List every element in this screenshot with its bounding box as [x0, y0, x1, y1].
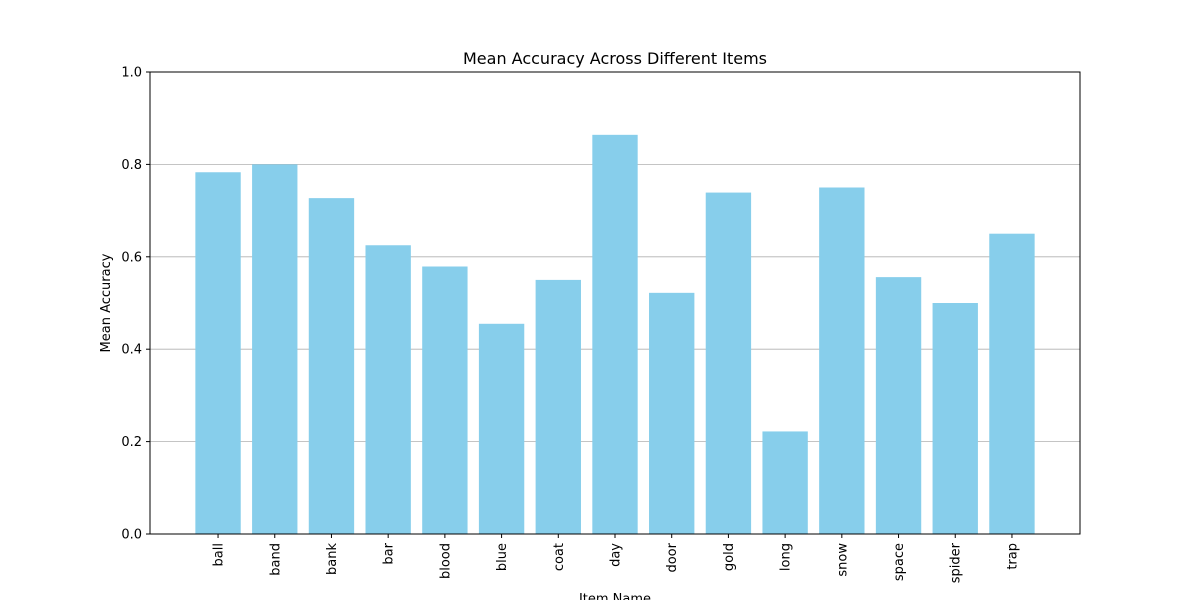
y-tick-label: 0.2 — [121, 435, 142, 450]
bar-gold — [705, 192, 752, 534]
bar-coat — [535, 279, 581, 534]
x-tick-label-band: band — [268, 543, 283, 576]
bar-snow — [819, 187, 865, 534]
x-tick-label-spider: spider — [949, 542, 964, 583]
bars — [195, 134, 1035, 534]
x-tick-label-ball: ball — [212, 543, 227, 566]
x-tick-label-blue: blue — [495, 543, 510, 571]
chart-title: Mean Accuracy Across Different Items — [463, 49, 767, 68]
x-tick-label-gold: gold — [722, 543, 737, 571]
bar-blue — [478, 323, 525, 534]
bar-day — [592, 134, 638, 534]
bar-band — [252, 164, 298, 534]
x-tick-label-snow: snow — [835, 543, 850, 577]
x-tick-label-bank: bank — [325, 543, 340, 575]
bar-space — [875, 277, 922, 534]
y-tick-label: 0.8 — [121, 158, 142, 173]
x-tick-label-door: door — [665, 542, 680, 572]
y-axis-ticks: 0.0 0.2 0.4 0.6 0.8 1.0 — [121, 66, 150, 543]
y-axis-label: Mean Accuracy — [99, 253, 114, 352]
x-tick-label-bar: bar — [382, 542, 397, 564]
bar-spider — [932, 303, 978, 534]
y-tick-label: 0.6 — [121, 250, 142, 265]
x-axis-label: Item Name — [579, 592, 651, 600]
y-tick-label: 1.0 — [121, 66, 142, 81]
x-tick-label-day: day — [609, 543, 624, 567]
x-tick-label-coat: coat — [552, 543, 567, 571]
bar-bank — [308, 198, 355, 534]
x-tick-label-long: long — [779, 543, 794, 571]
bar-blood — [422, 266, 468, 534]
bar-door — [649, 292, 695, 534]
bar-ball — [195, 172, 241, 534]
y-tick-label: 0.4 — [121, 343, 142, 358]
x-tick-label-trap: trap — [1005, 543, 1020, 570]
y-tick-label: 0.0 — [121, 528, 142, 543]
x-tick-label-space: space — [892, 543, 907, 581]
bar-trap — [989, 233, 1035, 534]
x-tick-label-blood: blood — [438, 543, 453, 579]
x-axis-ticks: ball band bank bar blood blue coat day door gold l… — [212, 534, 1020, 583]
bar-bar — [365, 245, 411, 534]
bar-long — [762, 431, 808, 534]
